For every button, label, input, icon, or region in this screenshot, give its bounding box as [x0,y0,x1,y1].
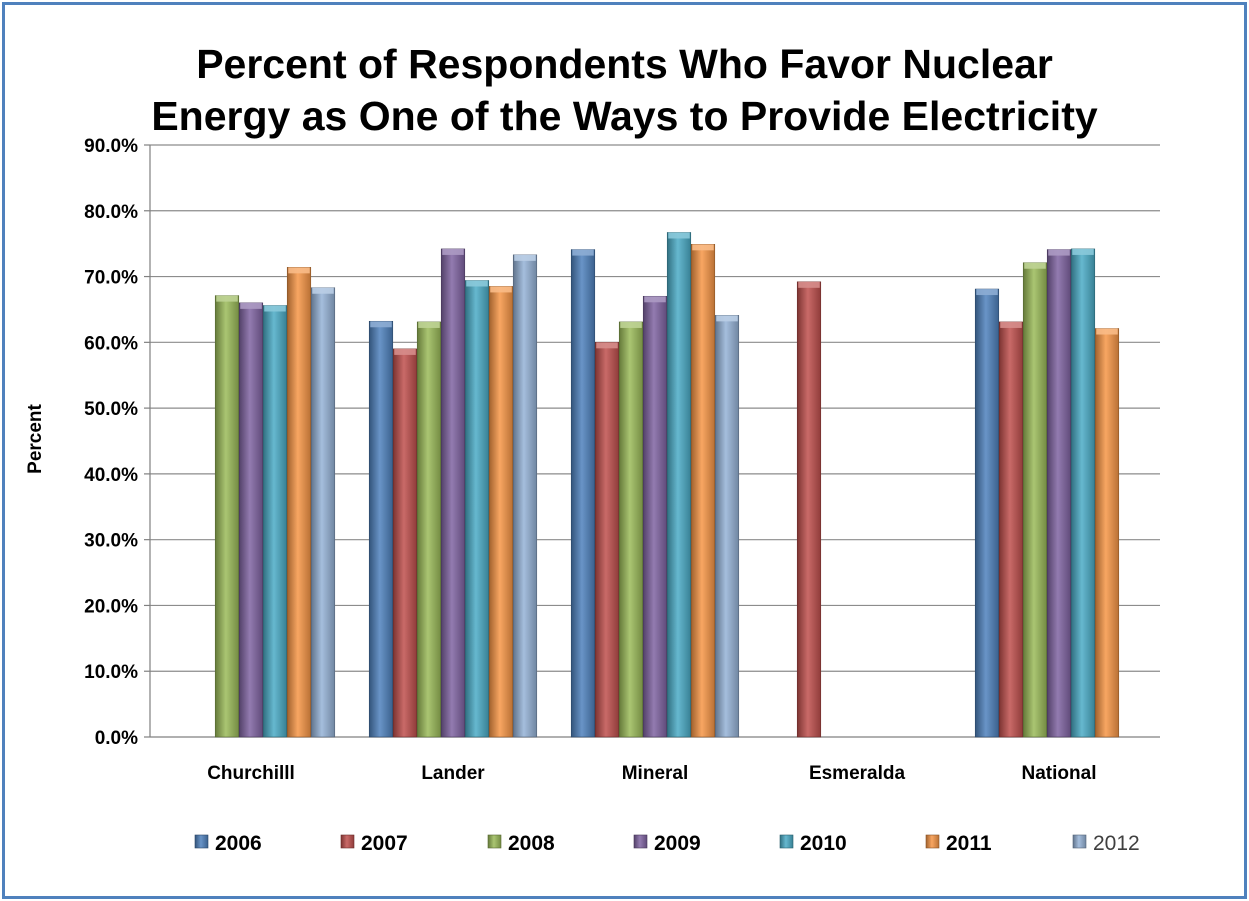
bar-lander-2007 [392,348,418,738]
bar-lander-2011 [488,286,514,738]
bar-top-highlight [1000,321,1022,328]
legend-swatch-2007 [340,834,355,849]
bar-top-highlight [716,315,738,322]
bar-top-highlight [644,296,666,303]
chart-title: Percent of Respondents Who Favor Nuclear… [0,38,1249,142]
bar-mineral-2010 [666,232,692,738]
legend-label-2010: 2010 [800,832,847,855]
bar-churchilll-2012 [310,287,336,738]
legend-label-2009: 2009 [654,832,701,855]
bar-lander-2012 [512,254,538,738]
y-tick-label: 20.0% [84,596,138,617]
x-tick-label: Lander [421,763,485,784]
y-tick-label: 30.0% [84,531,138,552]
bar-lander-2008 [416,321,442,738]
bar-mineral-2012 [714,315,740,738]
bar-top-highlight [1048,249,1070,256]
bar-national-2011 [1094,328,1120,738]
bar-lander-2006 [368,320,394,738]
bar-top-highlight [620,321,642,328]
bar-lander-2009 [440,248,466,738]
bar-mineral-2009 [642,295,668,738]
bar-mineral-2007 [594,342,620,738]
bar-top-highlight [216,295,238,302]
bar-top-highlight [264,305,286,312]
x-tick-label: Mineral [622,763,689,784]
y-tick-label: 40.0% [84,465,138,486]
legend-swatch-2009 [633,834,648,849]
bar-national-2010 [1070,248,1096,738]
bar-top-highlight [312,287,334,294]
legend: 2006 2007 2008 2009 2010 2011 2012 [194,832,1140,855]
legend-swatch-2010 [779,834,794,849]
x-axis-categories: Churchilll Lander Mineral Esmeralda National [207,763,1096,784]
bar-national-2007 [998,321,1024,738]
bar-lander-2010 [464,280,490,738]
x-tick-label: Esmeralda [809,763,906,784]
bars [214,232,1120,738]
bar-national-2008 [1022,262,1048,738]
legend-swatch-2012 [1072,834,1087,849]
y-tick-label: 80.0% [84,202,138,223]
bar-top-highlight [490,286,512,293]
bar-top-highlight [976,289,998,296]
bar-top-highlight [288,267,310,274]
bar-mineral-2006 [570,249,596,738]
legend-swatch-2008 [487,834,502,849]
bar-top-highlight [1096,328,1118,335]
bar-esmeralda-2007 [796,281,822,738]
bar-top-highlight [596,342,618,349]
x-tick-label: National [1022,763,1097,784]
y-tick-label: 60.0% [84,333,138,354]
bar-top-highlight [394,348,416,355]
x-tick-label: Churchilll [207,763,295,784]
bar-top-highlight [370,321,392,328]
y-axis-ticks: 0.0% 10.0% 20.0% 30.0% 40.0% 50.0% 60.0% 70.0% 8… [84,136,138,749]
bar-top-highlight [1024,262,1046,269]
bar-national-2006 [974,288,1000,738]
bar-national-2009 [1046,249,1072,738]
chart-title-line-2: Energy as One of the Ways to Provide Ele… [151,93,1098,139]
bar-top-highlight [418,321,440,328]
bar-top-highlight [572,249,594,256]
y-tick-label: 90.0% [84,136,138,157]
bar-churchilll-2010 [262,305,288,738]
legend-label-2006: 2006 [215,832,262,855]
legend-label-2012: 2012 [1093,832,1140,855]
y-axis-label: Percent [25,403,46,473]
bar-top-highlight [514,254,536,261]
bar-mineral-2011 [690,244,716,738]
chart-title-line-1: Percent of Respondents Who Favor Nuclear [196,41,1053,87]
bar-top-highlight [240,302,262,309]
bar-top-highlight [466,280,488,287]
bar-churchilll-2009 [238,302,264,738]
legend-label-2011: 2011 [946,832,992,855]
bar-mineral-2008 [618,321,644,738]
y-tick-label: 10.0% [84,662,138,683]
bar-top-highlight [668,232,690,239]
bar-top-highlight [692,244,714,251]
bar-top-highlight [1072,248,1094,255]
y-tick-label: 0.0% [95,728,138,749]
bar-top-highlight [442,248,464,255]
legend-label-2008: 2008 [508,832,555,855]
legend-label-2007: 2007 [361,832,408,855]
bar-top-highlight [798,281,820,288]
legend-swatch-2011 [925,834,940,849]
y-tick-label: 50.0% [84,399,138,420]
bar-churchilll-2008 [214,295,240,738]
y-tick-label: 70.0% [84,268,138,289]
bar-churchilll-2011 [286,267,312,738]
legend-swatch-2006 [194,834,209,849]
